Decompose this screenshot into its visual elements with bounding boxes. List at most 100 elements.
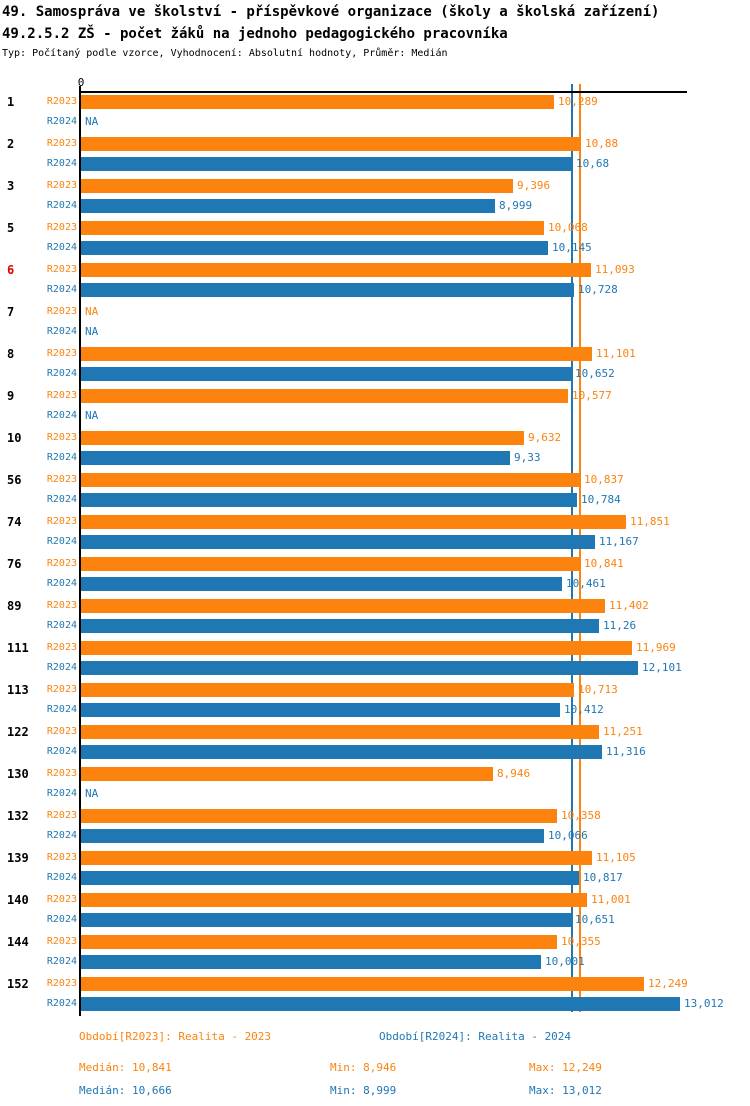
bar-r2023-5 xyxy=(81,221,544,235)
series-label-r2024-139: R2024 xyxy=(46,872,77,883)
value-label-r2024-130: NA xyxy=(85,787,99,800)
value-label-r2023-122: 11,251 xyxy=(603,725,643,738)
series-label-r2023-132: R2023 xyxy=(46,810,77,821)
chart-title: 49.2.5.2 ZŠ - počet žáků na jednoho peda… xyxy=(2,26,508,42)
series-label-r2024-152: R2024 xyxy=(46,998,77,1009)
series-label-r2023-10: R2023 xyxy=(46,432,77,443)
bar-r2023-139 xyxy=(81,851,592,865)
value-label-r2023-113: 10,713 xyxy=(578,683,618,696)
series-label-r2024-111: R2024 xyxy=(46,662,77,673)
bar-r2024-2 xyxy=(81,157,572,171)
value-label-r2024-111: 12,101 xyxy=(642,661,682,674)
chart-subtitle: Typ: Počítaný podle vzorce, Vyhodnocení:… xyxy=(2,48,448,59)
bar-r2024-3 xyxy=(81,199,495,213)
bar-r2023-3 xyxy=(81,179,513,193)
row-id-10: 10 xyxy=(7,431,22,445)
value-label-r2024-1: NA xyxy=(85,115,99,128)
bar-r2023-2 xyxy=(81,137,581,151)
value-label-r2023-6: 11,093 xyxy=(595,263,635,276)
series-label-r2024-2: R2024 xyxy=(46,158,77,169)
bar-r2024-111 xyxy=(81,661,638,675)
legend-item-r2023: Období[R2023]: Realita - 2023 xyxy=(79,1030,272,1043)
value-label-r2024-9: NA xyxy=(85,409,99,422)
value-label-r2023-132: 10,358 xyxy=(561,809,601,822)
stat-max-r2024: Max: 13,012 xyxy=(529,1084,602,1097)
value-label-r2024-76: 10,461 xyxy=(566,577,606,590)
y-axis-line xyxy=(79,86,81,1016)
series-label-r2023-5: R2023 xyxy=(46,222,77,233)
series-label-r2023-1: R2023 xyxy=(46,96,77,107)
bar-r2024-89 xyxy=(81,619,599,633)
value-label-r2024-122: 11,316 xyxy=(606,745,646,758)
value-label-r2024-74: 11,167 xyxy=(599,535,639,548)
series-label-r2024-130: R2024 xyxy=(46,788,77,799)
value-label-r2023-140: 11,001 xyxy=(591,893,631,906)
series-label-r2024-8: R2024 xyxy=(46,368,77,379)
value-label-r2023-111: 11,969 xyxy=(636,641,676,654)
series-label-r2023-9: R2023 xyxy=(46,390,77,401)
row-id-122: 122 xyxy=(7,725,29,739)
row-id-3: 3 xyxy=(7,179,15,193)
value-label-r2024-132: 10,066 xyxy=(548,829,588,842)
bar-r2023-130 xyxy=(81,767,493,781)
row-id-89: 89 xyxy=(7,599,22,613)
row-id-8: 8 xyxy=(7,347,15,361)
series-label-r2023-130: R2023 xyxy=(46,768,77,779)
row-id-111: 111 xyxy=(7,641,29,655)
value-label-r2023-5: 10,068 xyxy=(548,221,588,234)
row-id-1: 1 xyxy=(7,95,15,109)
bar-r2024-152 xyxy=(81,997,680,1011)
series-label-r2024-144: R2024 xyxy=(46,956,77,967)
series-label-r2023-111: R2023 xyxy=(46,642,77,653)
value-label-r2024-56: 10,784 xyxy=(581,493,621,506)
row-id-2: 2 xyxy=(7,137,15,151)
bar-r2023-9 xyxy=(81,389,568,403)
stat-max-r2023: Max: 12,249 xyxy=(529,1061,602,1074)
bar-r2023-122 xyxy=(81,725,599,739)
series-label-r2023-113: R2023 xyxy=(46,684,77,695)
series-label-r2024-10: R2024 xyxy=(46,452,77,463)
bar-r2023-8 xyxy=(81,347,592,361)
row-id-152: 152 xyxy=(7,977,29,991)
series-label-r2023-7: R2023 xyxy=(46,306,77,317)
bar-r2023-74 xyxy=(81,515,626,529)
bar-r2023-89 xyxy=(81,599,605,613)
row-id-6: 6 xyxy=(7,263,15,277)
series-label-r2023-89: R2023 xyxy=(46,600,77,611)
series-label-r2023-8: R2023 xyxy=(46,348,77,359)
series-label-r2024-89: R2024 xyxy=(46,620,77,631)
stat-median-r2024: Medián: 10,666 xyxy=(79,1084,172,1097)
value-label-r2024-113: 10,412 xyxy=(564,703,604,716)
series-label-r2024-6: R2024 xyxy=(46,284,77,295)
bar-r2023-113 xyxy=(81,683,574,697)
row-id-140: 140 xyxy=(7,893,29,907)
stat-median-r2023: Medián: 10,841 xyxy=(79,1061,172,1074)
value-label-r2024-139: 10,817 xyxy=(583,871,623,884)
value-label-r2023-144: 10,355 xyxy=(561,935,601,948)
value-label-r2023-76: 10,841 xyxy=(584,557,624,570)
value-label-r2024-8: 10,652 xyxy=(575,367,615,380)
value-label-r2023-10: 9,632 xyxy=(528,431,562,444)
value-label-r2024-5: 10,145 xyxy=(552,241,592,254)
bar-r2023-10 xyxy=(81,431,524,445)
bar-r2024-5 xyxy=(81,241,548,255)
value-label-r2024-2: 10,68 xyxy=(576,157,610,170)
row-id-144: 144 xyxy=(7,935,29,949)
value-label-r2024-89: 11,26 xyxy=(603,619,637,632)
value-label-r2023-8: 11,101 xyxy=(596,347,636,360)
series-label-r2023-144: R2023 xyxy=(46,936,77,947)
series-label-r2024-3: R2024 xyxy=(46,200,77,211)
series-label-r2023-74: R2023 xyxy=(46,516,77,527)
bar-r2023-152 xyxy=(81,977,644,991)
stat-min-r2024: Min: 8,999 xyxy=(330,1084,397,1097)
bar-r2024-122 xyxy=(81,745,602,759)
row-id-130: 130 xyxy=(7,767,29,781)
series-label-r2023-6: R2023 xyxy=(46,264,77,275)
row-id-56: 56 xyxy=(7,473,22,487)
series-label-r2023-2: R2023 xyxy=(46,138,77,149)
bar-r2024-74 xyxy=(81,535,595,549)
series-label-r2024-7: R2024 xyxy=(46,326,77,337)
row-id-5: 5 xyxy=(7,221,15,235)
bar-r2024-10 xyxy=(81,451,510,465)
legend-item-r2024: Období[R2024]: Realita - 2024 xyxy=(379,1030,572,1043)
